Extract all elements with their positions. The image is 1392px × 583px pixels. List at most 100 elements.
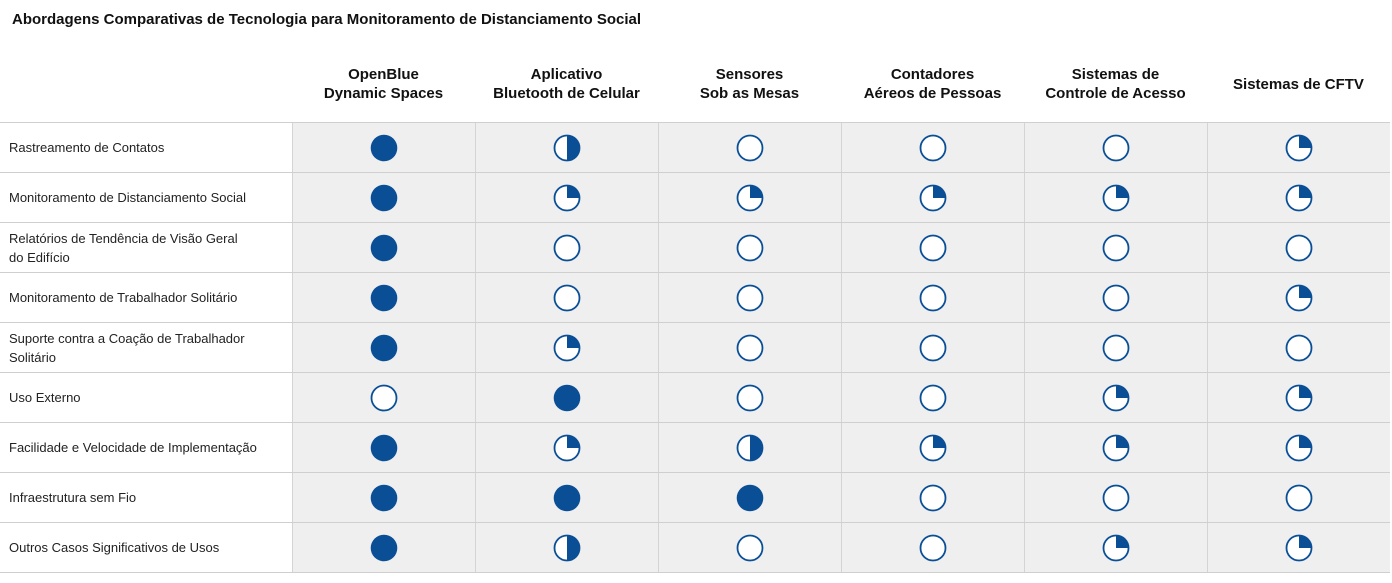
- row-label: Uso Externo: [9, 390, 81, 405]
- empty-circle-icon: [919, 484, 947, 511]
- rating-cell: [658, 523, 841, 572]
- rating-cell: [292, 173, 475, 222]
- full-circle-icon: [370, 234, 398, 261]
- empty-circle-icon: [1285, 484, 1313, 511]
- rating-cell: [475, 123, 658, 172]
- empty-circle-icon: [919, 284, 947, 311]
- rating-cell: [292, 223, 475, 272]
- rating-cell: [475, 423, 658, 472]
- rating-cell: [475, 223, 658, 272]
- rating-cell: [1207, 273, 1390, 322]
- rating-cell: [841, 323, 1024, 372]
- quarter-circle-icon: [1102, 184, 1130, 211]
- empty-circle-icon: [1102, 134, 1130, 161]
- row-label: Suporte contra a Coação de Trabalhador S…: [9, 330, 245, 365]
- page-title: Abordagens Comparativas de Tecnologia pa…: [12, 11, 642, 28]
- rating-cell: [475, 473, 658, 522]
- table-row: Monitoramento de Distanciamento Social: [0, 173, 1390, 223]
- rating-cell: [1024, 323, 1207, 372]
- rating-cell: [1024, 473, 1207, 522]
- rating-cell: [658, 423, 841, 472]
- rating-cell: [1024, 373, 1207, 422]
- rating-cell: [1207, 323, 1390, 372]
- rating-cell: [658, 323, 841, 372]
- quarter-circle-icon: [1102, 434, 1130, 461]
- rating-cell: [841, 473, 1024, 522]
- comparison-matrix: OpenBlue Dynamic Spaces Aplicativo Blueto…: [0, 46, 1390, 573]
- empty-circle-icon: [736, 234, 764, 261]
- quarter-circle-icon: [919, 184, 947, 211]
- rating-cell: [1024, 423, 1207, 472]
- empty-circle-icon: [736, 334, 764, 361]
- empty-circle-icon: [553, 284, 581, 311]
- rating-cell: [1207, 473, 1390, 522]
- full-circle-icon: [370, 184, 398, 211]
- rating-cell: [475, 373, 658, 422]
- rating-cell: [1024, 123, 1207, 172]
- quarter-circle-icon: [553, 184, 581, 211]
- row-label: Monitoramento de Trabalhador Solitário: [9, 290, 238, 305]
- row-label: Facilidade e Velocidade de Implementação: [9, 440, 257, 455]
- rating-cell: [292, 123, 475, 172]
- empty-circle-icon: [919, 134, 947, 161]
- rating-cell: [841, 123, 1024, 172]
- rating-cell: [841, 523, 1024, 572]
- quarter-circle-icon: [553, 334, 581, 361]
- rating-cell: [1207, 373, 1390, 422]
- table-row: Monitoramento de Trabalhador Solitário: [0, 273, 1390, 323]
- full-circle-icon: [736, 484, 764, 511]
- rating-cell: [841, 373, 1024, 422]
- rating-cell: [1207, 223, 1390, 272]
- empty-circle-icon: [736, 284, 764, 311]
- column-header: OpenBlue Dynamic Spaces: [323, 66, 444, 102]
- empty-circle-icon: [919, 234, 947, 261]
- rating-cell: [1207, 423, 1390, 472]
- quarter-circle-icon: [919, 434, 947, 461]
- rating-cell: [1207, 173, 1390, 222]
- table-row: Rastreamento de Contatos: [0, 123, 1390, 173]
- empty-circle-icon: [736, 134, 764, 161]
- row-label: Monitoramento de Distanciamento Social: [9, 190, 247, 205]
- rating-cell: [1024, 223, 1207, 272]
- header-spacer: [0, 46, 292, 122]
- rating-cell: [292, 323, 475, 372]
- table-row: Facilidade e Velocidade de Implementação: [0, 423, 1390, 473]
- rating-cell: [1024, 173, 1207, 222]
- rating-cell: [292, 373, 475, 422]
- rating-cell: [1207, 123, 1390, 172]
- column-header: Sensores Sob as Mesas: [699, 66, 800, 102]
- column-header-row: OpenBlue Dynamic Spaces Aplicativo Blueto…: [0, 46, 1390, 123]
- rating-cell: [841, 273, 1024, 322]
- rating-cell: [475, 173, 658, 222]
- quarter-circle-icon: [1102, 384, 1130, 411]
- empty-circle-icon: [919, 334, 947, 361]
- empty-circle-icon: [553, 234, 581, 261]
- quarter-circle-icon: [1285, 434, 1313, 461]
- empty-circle-icon: [1102, 234, 1130, 261]
- row-label: Outros Casos Significativos de Usos: [9, 540, 220, 555]
- empty-circle-icon: [919, 384, 947, 411]
- half-circle-icon: [553, 134, 581, 161]
- half-circle-icon: [736, 434, 764, 461]
- rating-cell: [658, 123, 841, 172]
- rating-cell: [841, 223, 1024, 272]
- full-circle-icon: [370, 334, 398, 361]
- rating-cell: [1024, 273, 1207, 322]
- empty-circle-icon: [919, 534, 947, 561]
- rating-cell: [658, 273, 841, 322]
- rating-cell: [658, 223, 841, 272]
- column-header: Aplicativo Bluetooth de Celular: [493, 66, 640, 102]
- rating-cell: [658, 173, 841, 222]
- full-circle-icon: [370, 134, 398, 161]
- quarter-circle-icon: [736, 184, 764, 211]
- rating-cell: [1024, 523, 1207, 572]
- empty-circle-icon: [1102, 284, 1130, 311]
- column-header: Sistemas de Controle de Acesso: [1045, 66, 1186, 102]
- empty-circle-icon: [1102, 484, 1130, 511]
- table-row: Suporte contra a Coação de Trabalhador S…: [0, 323, 1390, 373]
- rating-cell: [658, 373, 841, 422]
- row-label: Infraestrutura sem Fio: [9, 490, 137, 505]
- rating-cell: [841, 423, 1024, 472]
- table-row: Relatórios de Tendência de Visão Geral d…: [0, 223, 1390, 273]
- half-circle-icon: [553, 534, 581, 561]
